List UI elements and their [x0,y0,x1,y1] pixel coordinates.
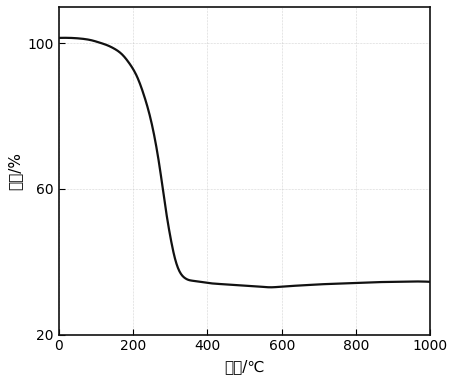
Y-axis label: 失重/%: 失重/% [7,152,22,190]
X-axis label: 温度/℃: 温度/℃ [224,359,265,374]
